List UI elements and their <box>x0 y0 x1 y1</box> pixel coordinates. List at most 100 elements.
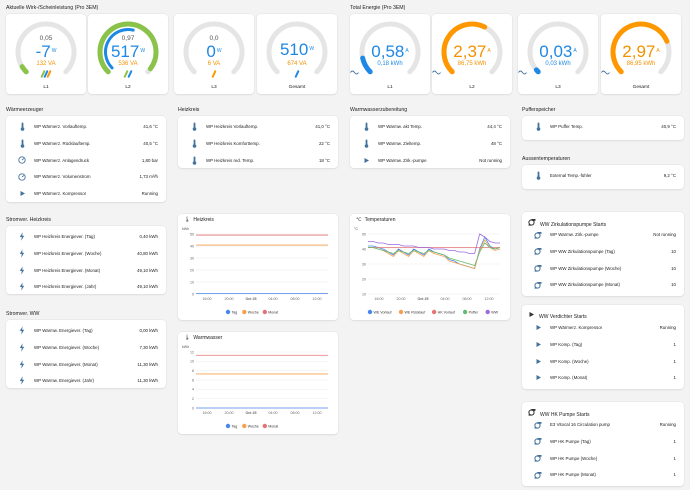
legend-label[interactable]: WE Vorlauf <box>374 310 392 314</box>
gauge-card-l1[interactable]: 0,58A 0,18 kWh L1 <box>350 14 430 94</box>
pump-icon <box>534 420 542 429</box>
entity-row[interactable]: WP Warmw. Energiever. (Monat) 11,30 kWh <box>6 357 166 372</box>
entity-label: WP Heizkreis Vorlauftemp. <box>206 124 259 129</box>
entity-row[interactable]: WP Heizkreis Komforttemp. 22 °C <box>178 136 338 151</box>
legend-swatch[interactable] <box>242 423 247 429</box>
gauge-name: L3 <box>555 85 561 90</box>
entity-row[interactable]: WP Warmw. Energiever. (Tag) 0,00 kWh <box>6 323 166 338</box>
entity-row[interactable]: WP Wärmerz. Anlagendruck 1,80 bar <box>6 153 166 168</box>
legend-swatch[interactable] <box>262 423 267 429</box>
series-line-3 <box>368 242 501 266</box>
legend-label[interactable]: Woche <box>248 310 259 314</box>
gauge-card-l2[interactable]: 2,37A 86,75 kWh L2 <box>432 14 512 94</box>
legend-label[interactable]: WW <box>491 310 498 314</box>
x-tick-label: 04:00 <box>269 411 278 415</box>
entity-label: WP Komp. (Monat) <box>550 375 588 381</box>
ww-verdichter-card: WW Verdichter Starts WP Wärmerz. Kompress… <box>522 305 684 389</box>
gauge-sub-value: 86,95 kWh <box>626 61 656 67</box>
entity-row[interactable]: WP Heizkreis Vorlauftemp. 41,0 °C <box>178 119 338 134</box>
gauge-main-value: 517W <box>110 42 146 61</box>
entity-label: WP Komp. (Woche) <box>550 358 589 364</box>
entity-row[interactable]: WP WW Zirkulationspumpe (Tag) 10 <box>522 244 684 259</box>
entity-row[interactable]: WP Wärmerz. Vorlauftemp. 41,6 °C <box>6 119 166 134</box>
entity-row[interactable]: WP Warmw. akt Temp. 44,4 °C <box>350 119 510 134</box>
legend-swatch[interactable] <box>242 309 247 315</box>
gauge-main-value: 2,37A <box>453 42 491 61</box>
entity-row[interactable]: WP Warmw. Energiever. (Jahr) 11,30 kWh <box>6 373 166 388</box>
gauge-name: Gesamt <box>288 85 306 90</box>
legend-label[interactable]: WE Rücklauf <box>405 310 426 314</box>
gauge-fill <box>533 67 541 75</box>
entity-row[interactable]: WP WW Zirkulationspumpe (Woche) 10 <box>522 261 684 276</box>
legend-label[interactable]: Puffer <box>469 310 479 314</box>
legend-swatch[interactable] <box>485 309 490 315</box>
entity-row[interactable]: WP Heizkreis Energiever. (Woche) 40,80 kW… <box>6 246 166 261</box>
entity-row[interactable]: WP Wärmerz. Rücklauftemp. 40,5 °C <box>6 136 166 151</box>
entity-row[interactable]: WP WW Zirkulationspumpe (Monat) 10 <box>522 277 684 292</box>
entity-label: WP Heizkreis Energiever. (Woche) <box>34 250 102 256</box>
legend-label[interactable]: Tag <box>232 310 238 314</box>
entity-label: WP Komp. (Tag) <box>550 341 583 347</box>
entity-row[interactable]: WP Wärmerz. Volumenstrom 1,73 m³/h <box>6 169 166 184</box>
gauge-card-gesamt[interactable]: 2,97A 86,95 kWh Gesamt <box>601 14 681 94</box>
entity-row[interactable]: WP Warmw. Energiever. (Woche) 7,30 kWh <box>6 340 166 355</box>
entity-row[interactable]: WP Komp. (Tag) 1 <box>522 337 684 352</box>
entity-value: Not running <box>653 232 676 237</box>
legend-label[interactable]: Woche <box>248 424 259 428</box>
entity-row[interactable]: WP Wärmerz. Kompressor Running <box>6 186 166 201</box>
entity-row[interactable]: WP HK Pumpe (Woche) 1 <box>522 451 684 466</box>
legend-label[interactable]: HK Vorlauf <box>438 310 455 314</box>
warmwasser-chart[interactable]: kWh 0 2 4 6 8 10 12 16:00 20:00 Oct 25 04:00 08:00 12… <box>178 332 338 434</box>
entity-row[interactable]: External Temp.-fühler 9,2 °C <box>522 168 684 183</box>
entity-row[interactable]: WP Komp. (Woche) 1 <box>522 354 684 369</box>
gauge-name: L3 <box>211 85 217 90</box>
gauge-card-l3[interactable]: 0,0 0W 6 VA L3 <box>174 14 254 94</box>
legend-swatch[interactable] <box>398 309 404 315</box>
legend-label[interactable]: Monat <box>268 424 278 428</box>
entity-row[interactable]: WP Wärmerz. Kompressor Running <box>522 320 684 335</box>
gauge-main-value: -7W <box>35 42 57 61</box>
entity-row[interactable]: WP Warmw. Zieltemp. 48 °C <box>350 136 510 151</box>
gauge-fill <box>19 64 29 75</box>
entity-row[interactable]: WP Warmw. Zirk.-pumpe Not running <box>522 227 684 242</box>
gauge-main-value: 510W <box>279 40 315 59</box>
y-tick-label: 40 <box>190 244 194 248</box>
entity-label: WP Wärmerz. Rücklauftemp. <box>34 140 91 146</box>
gauge-dial <box>266 21 328 75</box>
heizkreis-chart[interactable]: kWh 0 10 20 30 40 50 16:00 20:00 Oct 25 04:00 08:00… <box>178 214 338 320</box>
entity-row[interactable]: WP Heizkreis Energiever. (Monat) 49,10 kW… <box>6 263 166 278</box>
legend-swatch[interactable] <box>225 309 231 315</box>
gauge-track <box>359 21 421 75</box>
entity-row[interactable]: WP Komp. (Monat) 1 <box>522 370 684 385</box>
section-title-heizkreis: Heizkreis <box>178 107 200 113</box>
entity-row[interactable]: WP HK Pumpe (Monat) 1 <box>522 467 684 482</box>
legend-label[interactable]: Tag <box>232 424 238 428</box>
entity-row[interactable]: WP HK Pumpe (Tag) 1 <box>522 434 684 449</box>
thermometer-icon <box>190 139 198 148</box>
entity-row[interactable]: E3 Vitocal 16 Circulation pump Running <box>522 417 684 432</box>
legend-swatch[interactable] <box>462 309 468 315</box>
legend-swatch[interactable] <box>225 423 231 429</box>
entity-value: 0,00 kWh <box>139 328 158 333</box>
pump-icon <box>528 409 536 418</box>
entity-label: WP Heizkreis red. Temp. <box>206 157 255 163</box>
section-title-aktuelle: Aktuelle Wirk-/Scheinleistung (Pro 3EM) <box>6 5 99 11</box>
entity-value: 1 <box>673 455 676 461</box>
gauge-card-l3[interactable]: 0,03A 0,03 kWh L3 <box>518 14 598 94</box>
entity-row[interactable]: WP Heizkreis red. Temp. 18 °C <box>178 153 338 168</box>
gauge-card-gesamt[interactable]: 510W 674 VA Gesamt <box>257 14 337 94</box>
entity-row[interactable]: WP Puffer Temp. 40,9 °C <box>522 119 684 134</box>
gauge-card-l1[interactable]: 0,05 -7W 132 VA L1 <box>6 14 86 94</box>
gauge-fill <box>97 21 159 75</box>
legend-swatch[interactable] <box>367 309 373 315</box>
entity-row[interactable]: WP Warmw. Zirk.-pumpe Not running <box>350 153 510 168</box>
legend-swatch[interactable] <box>431 309 437 315</box>
gauge-card-l2[interactable]: 0,97 517W 536 VA L2 <box>88 14 168 94</box>
legend-label[interactable]: Monat <box>268 310 278 314</box>
entity-value: 7,30 kWh <box>139 344 158 350</box>
temperaturen-chart[interactable]: °C 10 20 30 40 50 16:00 20:00 Oct 25 04:00 08:00 12… <box>350 214 510 320</box>
entity-row[interactable]: WP Heizkreis Energiever. (Jahr) 49,10 kWh <box>6 279 166 294</box>
entity-row[interactable]: WP Heizkreis Energiever. (Tag) 0,40 kWh <box>6 229 166 244</box>
entity-value: 11,30 kWh <box>137 361 158 367</box>
legend-swatch[interactable] <box>262 309 267 315</box>
